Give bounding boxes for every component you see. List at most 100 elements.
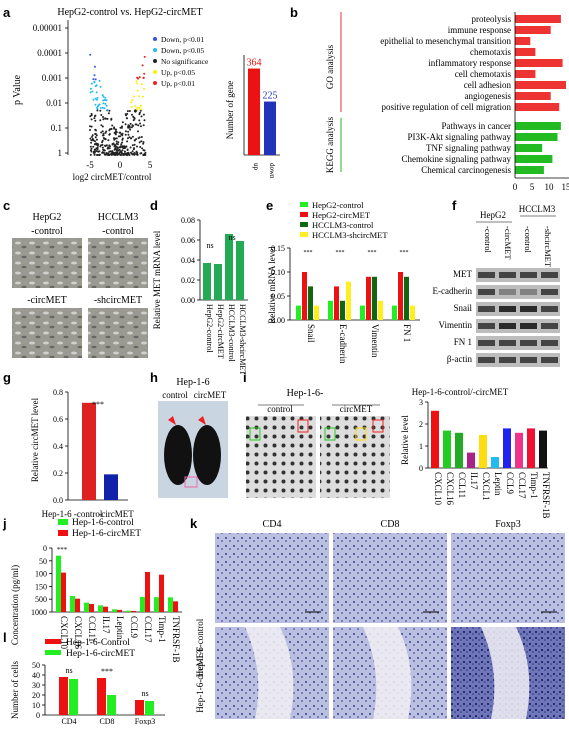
volcano-point <box>102 126 104 128</box>
volcano-point <box>102 118 104 120</box>
y-tick-label: 0.02 <box>181 276 195 285</box>
emt-category: Snail <box>306 324 316 343</box>
volcano-point <box>110 153 112 155</box>
panel-label-l: l <box>3 630 7 645</box>
conc-bar <box>98 605 103 612</box>
y-tick-label: 0.01 <box>46 98 62 108</box>
y-tick-label: 0.04 <box>181 256 195 265</box>
legend-marker <box>153 59 157 63</box>
c-header-hccl: HCCLM3 <box>98 212 139 223</box>
panel-label-a: a <box>3 5 11 20</box>
volcano-point <box>117 141 119 143</box>
panel-label-j: j <box>2 516 7 531</box>
blot-band <box>499 306 516 312</box>
volcano-point <box>131 99 133 101</box>
sig-label: *** <box>304 250 313 256</box>
legend-entry: HCCLM3-control <box>312 220 374 230</box>
volcano-point <box>122 121 124 123</box>
go-term-label: epithelial to mesenchymal transition <box>380 36 511 46</box>
micrograph-hepg2-circmet <box>12 308 82 358</box>
blot-band <box>478 272 495 278</box>
blot-band <box>520 272 537 278</box>
y-tick-label: 0 <box>36 711 40 720</box>
volcano-point <box>126 140 128 142</box>
volcano-point <box>130 137 132 139</box>
volcano-point <box>102 94 104 96</box>
blot-band <box>499 357 516 363</box>
y-tick-label: 0 <box>43 544 47 553</box>
f-header-hccl: HCCLM3 <box>519 204 556 214</box>
volcano-point <box>132 136 134 138</box>
panel-label-h: h <box>150 370 158 385</box>
volcano-point <box>137 90 139 92</box>
volcano-point <box>112 143 114 145</box>
volcano-point <box>91 118 93 120</box>
legend-entry: Hep-1-6-circMET <box>72 529 141 539</box>
sig-label: *** <box>368 250 377 256</box>
volcano-point <box>138 113 140 115</box>
kegg-term-label: Pathways in cancer <box>442 121 511 131</box>
emt-bar <box>398 272 403 320</box>
emt-bar <box>340 301 345 320</box>
emt-bar <box>302 272 307 320</box>
array-bar <box>467 453 475 468</box>
c-header-hepg2: HepG2 <box>33 212 62 223</box>
y-tick-label: 40 <box>32 671 40 680</box>
array-bar <box>503 428 511 468</box>
y-tick-label: 2 <box>419 420 423 429</box>
volcano-point <box>125 146 127 148</box>
volcano-point <box>107 118 109 120</box>
array-category: CXCL16 <box>445 472 455 506</box>
volcano-point <box>102 135 104 137</box>
volcano-point <box>144 150 146 152</box>
volcano-point <box>107 148 109 150</box>
volcano-point <box>132 125 134 127</box>
volcano-point <box>100 132 102 134</box>
panel-label-d: d <box>150 198 158 213</box>
gene-count-bar <box>264 102 276 155</box>
sig-label: ns <box>206 241 213 250</box>
met-category: HepG2-control <box>205 304 214 353</box>
ihc-column-label: CD4 <box>263 519 282 530</box>
volcano-point <box>139 76 141 78</box>
blot-band <box>478 357 495 363</box>
volcano-point <box>100 144 102 146</box>
volcano-point <box>101 152 103 154</box>
volcano-point <box>116 137 118 139</box>
volcano-point <box>133 154 135 156</box>
volcano-point <box>130 123 132 125</box>
y-tick-label: 0.0001 <box>37 48 62 58</box>
volcano-point <box>129 110 131 112</box>
volcano-point <box>91 126 93 128</box>
y-tick-label: 0.8 <box>53 388 63 397</box>
emt-bar <box>378 301 383 320</box>
volcano-title: HepG2-control vs. HepG2-circMET <box>57 7 202 18</box>
array-category: Leptin <box>493 472 503 496</box>
volcano-point <box>127 110 129 112</box>
volcano-point <box>124 151 126 153</box>
legend-swatch <box>45 639 61 644</box>
kegg-bar <box>515 122 561 130</box>
met-category: HCCLM3-control <box>227 304 236 363</box>
x-tick-label: -5 <box>86 160 94 170</box>
volcano-point <box>94 120 96 122</box>
blot-band <box>541 357 558 363</box>
legend-marker <box>153 48 157 52</box>
emt-bar <box>410 306 415 320</box>
volcano-point <box>91 91 93 93</box>
volcano-point <box>96 91 98 93</box>
volcano-point <box>104 99 106 101</box>
protein-label: MET <box>453 269 473 279</box>
volcano-point <box>138 95 140 97</box>
volcano-point <box>93 117 95 119</box>
y-tick-label: 0.00 <box>271 316 285 325</box>
kegg-bar <box>515 155 552 163</box>
conc-category: CCL17 <box>143 616 153 643</box>
blot-band <box>520 357 537 363</box>
volcano-point <box>97 145 99 147</box>
emt-bar <box>360 306 365 320</box>
go-bar <box>515 92 551 100</box>
emt-bar <box>372 277 377 320</box>
volcano-point <box>127 126 129 128</box>
